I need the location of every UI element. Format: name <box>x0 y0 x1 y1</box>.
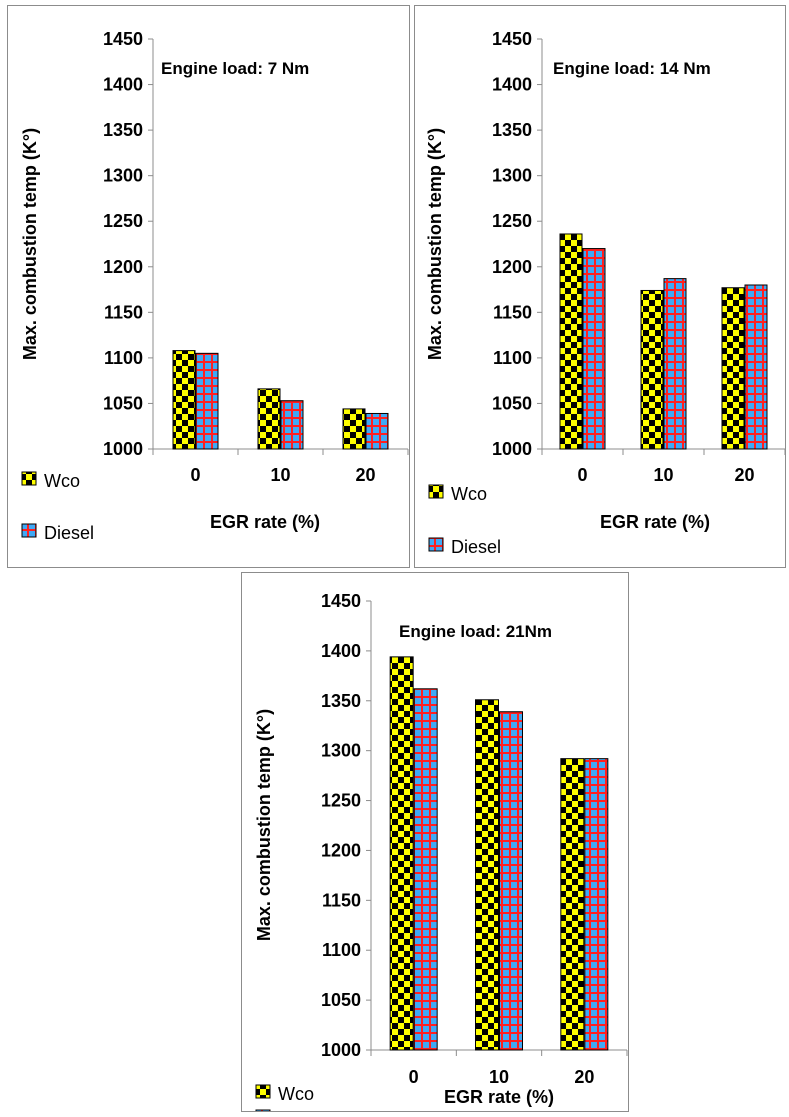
y-tick-label: 1150 <box>322 890 361 910</box>
x-category-label: 10 <box>489 1067 509 1087</box>
bar-diesel-0 <box>413 688 438 1051</box>
bar-wco-20 <box>721 287 745 450</box>
chart-svg: 1000 1050 1100 1150 1200 1250 1300 1350 1400 1450… <box>254 591 628 1111</box>
legend-swatch-wco <box>21 471 37 486</box>
bar-wco-10 <box>640 289 664 450</box>
y-tick-label: 1250 <box>492 211 532 231</box>
y-tick-label: 1050 <box>321 990 361 1010</box>
legend-label-diesel: Diesel <box>451 537 501 557</box>
y-tick-label: 1400 <box>321 641 361 661</box>
legend-label-wco: Wco <box>451 484 487 504</box>
y-tick-label: 1000 <box>321 1040 361 1060</box>
y-tick-label: 1100 <box>493 348 532 368</box>
y-axis-title: Max. combustion temp (K°) <box>20 128 40 360</box>
chart-svg: 1000 1050 1100 1150 1200 1250 1300 1350 1400 1450… <box>20 29 409 543</box>
x-category-label: 10 <box>270 465 290 485</box>
x-category-label: 20 <box>355 465 375 485</box>
y-tick-label: 1100 <box>322 940 361 960</box>
x-category-label: 0 <box>190 465 200 485</box>
y-tick-label: 1400 <box>492 75 532 95</box>
y-tick-label: 1400 <box>103 75 143 95</box>
y-tick-label: 1200 <box>492 257 532 277</box>
chart-svg: 1000 1050 1100 1150 1200 1250 1300 1350 1400 1450… <box>425 29 785 557</box>
legend-swatch-diesel <box>255 1109 271 1111</box>
chart-title: Engine load: 14 Nm <box>553 59 711 78</box>
y-axis-title: Max. combustion temp (K°) <box>425 128 445 360</box>
bar-diesel-0 <box>582 248 606 450</box>
bar-diesel-10 <box>663 278 687 450</box>
y-tick-label: 1300 <box>103 166 143 186</box>
y-tick-label: 1250 <box>321 791 361 811</box>
y-tick-label: 1200 <box>321 840 361 860</box>
bar-wco-0 <box>172 350 196 450</box>
y-tick-label: 1250 <box>103 211 143 231</box>
x-category-label: 0 <box>409 1067 419 1087</box>
x-category-label: 0 <box>577 465 587 485</box>
bar-wco-0 <box>559 233 583 450</box>
bar-diesel-20 <box>744 284 768 450</box>
y-tick-label: 1100 <box>104 348 143 368</box>
chart-panel-21nm: 1000 1050 1100 1150 1200 1250 1300 1350 1400 1450… <box>241 572 629 1112</box>
y-tick-label: 1300 <box>321 741 361 761</box>
bar-diesel-10 <box>280 400 304 450</box>
chart-panel-7nm: 1000 1050 1100 1150 1200 1250 1300 1350 1400 1450… <box>7 5 410 568</box>
bar-wco-10 <box>475 699 499 1051</box>
legend-swatch-wco <box>428 484 444 499</box>
y-tick-label: 1050 <box>103 393 143 413</box>
legend-label-diesel: Diesel <box>44 523 94 543</box>
bar-diesel-20 <box>584 758 609 1051</box>
bar-wco-0 <box>389 656 414 1051</box>
x-axis-title: EGR rate (%) <box>600 512 710 532</box>
y-tick-label: 1350 <box>321 691 361 711</box>
y-tick-label: 1000 <box>492 439 532 459</box>
bar-wco-20 <box>560 758 585 1051</box>
x-axis-title: EGR rate (%) <box>444 1087 554 1107</box>
x-axis-title: EGR rate (%) <box>210 512 320 532</box>
legend-swatch-diesel <box>21 523 37 538</box>
y-tick-label: 1000 <box>103 439 143 459</box>
y-tick-label: 1350 <box>492 120 532 140</box>
y-tick-label: 1150 <box>493 302 532 322</box>
legend-swatch-diesel <box>428 537 444 552</box>
legend-label-diesel: Diesel <box>278 1109 328 1111</box>
y-tick-label: 1450 <box>103 29 143 49</box>
y-tick-label: 1350 <box>103 120 143 140</box>
y-tick-label: 1200 <box>103 257 143 277</box>
bar-diesel-10 <box>499 711 523 1051</box>
bar-wco-20 <box>342 408 366 450</box>
x-category-label: 20 <box>734 465 754 485</box>
x-category-label: 10 <box>653 465 673 485</box>
x-category-label: 20 <box>574 1067 594 1087</box>
legend-label-wco: Wco <box>44 471 80 491</box>
y-tick-label: 1150 <box>104 302 143 322</box>
legend-swatch-wco <box>255 1084 271 1099</box>
y-tick-label: 1450 <box>492 29 532 49</box>
legend-label-wco: Wco <box>278 1084 314 1104</box>
bar-wco-10 <box>257 388 281 450</box>
bar-diesel-20 <box>365 412 389 450</box>
y-tick-label: 1050 <box>492 393 532 413</box>
y-tick-label: 1450 <box>321 591 361 611</box>
y-tick-label: 1300 <box>492 166 532 186</box>
chart-panel-14nm: 1000 1050 1100 1150 1200 1250 1300 1350 1400 1450… <box>414 5 786 568</box>
chart-title: Engine load: 21Nm <box>399 622 552 641</box>
chart-title: Engine load: 7 Nm <box>161 59 309 78</box>
y-axis-title: Max. combustion temp (K°) <box>254 709 274 941</box>
bar-diesel-0 <box>195 352 219 450</box>
